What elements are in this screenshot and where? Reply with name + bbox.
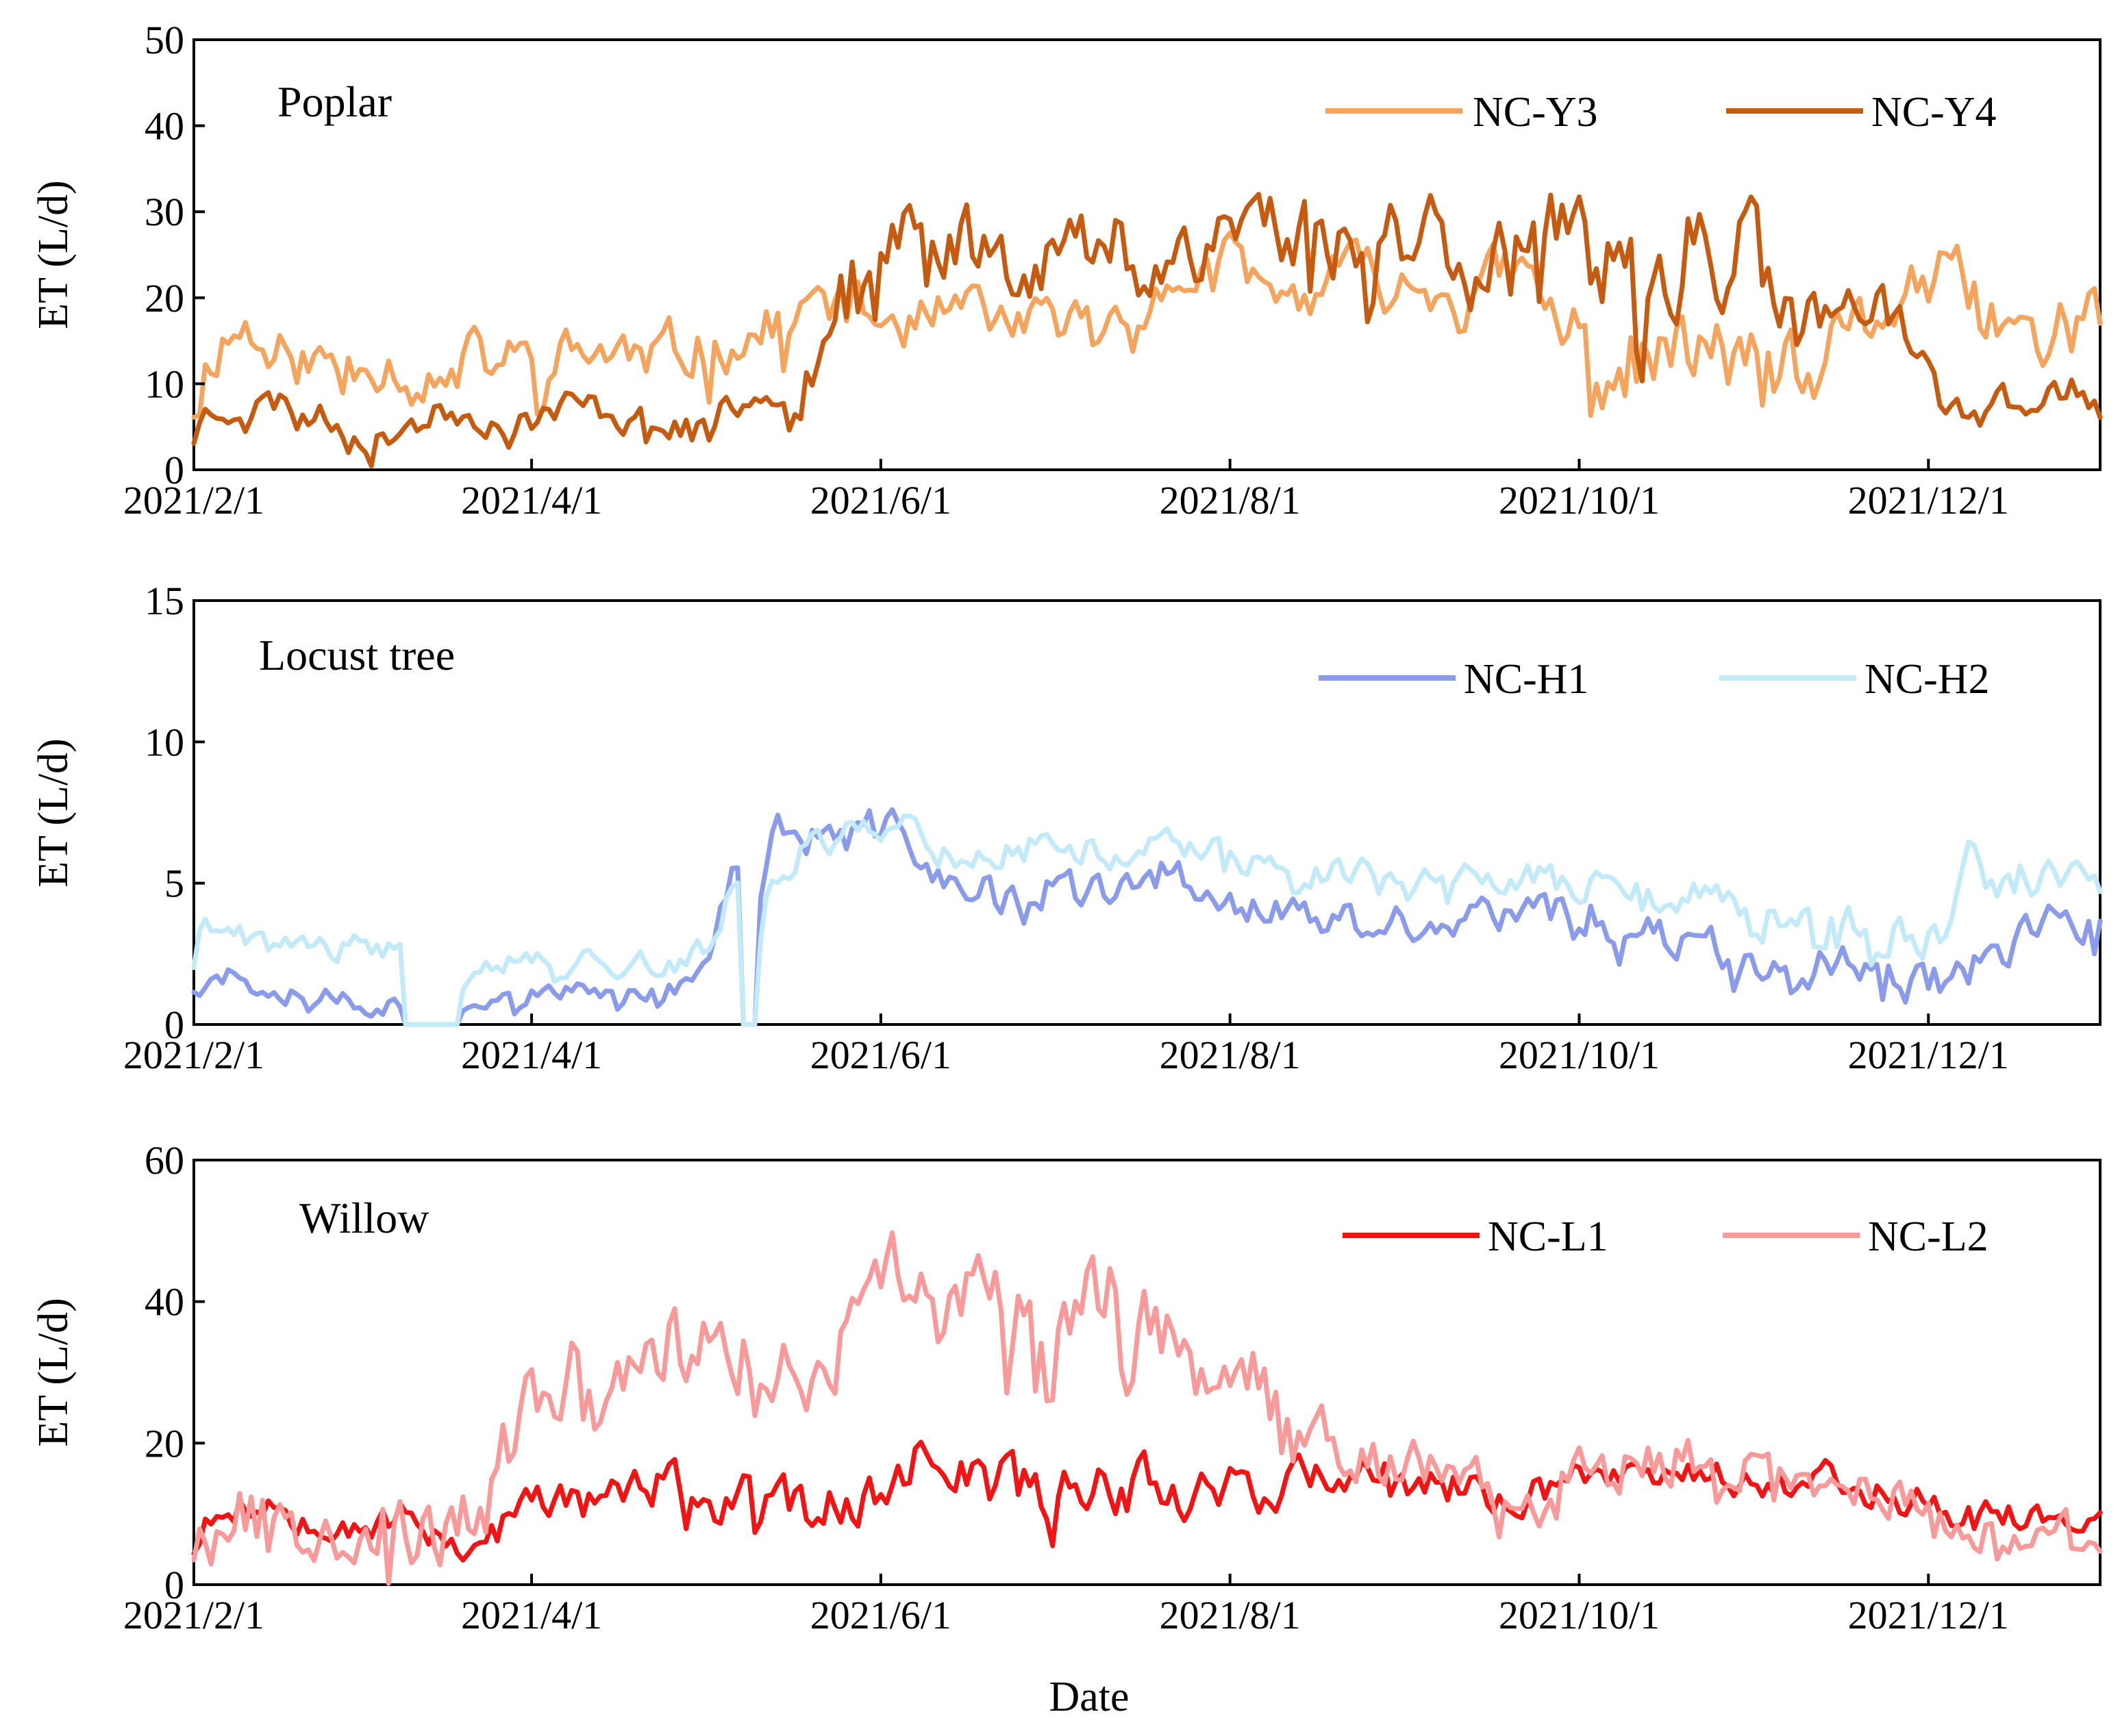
panel-poplar: 0 10 20 30 40 50 2021/2/1 2021/4/1 2021/6/1 2021/… [30, 18, 2103, 523]
x-tick-label: 2021/12/1 [1848, 1033, 2009, 1077]
x-tick-label: 2021/6/1 [810, 1593, 951, 1637]
legend-label-nc-l1: NC-L1 [1488, 1213, 1608, 1260]
panel-locust-tree: 0 5 10 15 2021/2/1 2021/4/1 2021/6/1 2021/8/1 20… [30, 579, 2103, 1077]
panel-title: Poplar [277, 77, 392, 126]
y-axis-title: ET (L/d) [30, 1298, 77, 1447]
series-line-nc-y3 [191, 230, 2103, 420]
series-layer [191, 807, 2103, 1027]
y-tick-label: 5 [164, 861, 184, 906]
y-tick-label: 50 [145, 18, 184, 62]
y-tick-label: 0 [164, 448, 184, 492]
series-layer [191, 192, 2103, 468]
y-tick-label: 0 [164, 1003, 184, 1047]
x-tick-label: 2021/6/1 [810, 1033, 951, 1077]
series-line-nc-h2 [191, 814, 2103, 1027]
y-tick-label: 10 [145, 720, 184, 764]
x-tick-label: 2021/12/1 [1848, 478, 2009, 523]
legend: NC-H1 NC-H2 [1319, 656, 1990, 703]
legend-label-nc-h2: NC-H2 [1865, 656, 1990, 703]
plot-frame [192, 599, 2102, 1026]
legend-label-nc-l2: NC-L2 [1868, 1213, 1988, 1260]
series-line-nc-y4 [191, 192, 2103, 468]
y-tick-label: 20 [145, 276, 184, 320]
x-tick-label: 2021/10/1 [1499, 1593, 1660, 1637]
x-tick-label: 2021/12/1 [1848, 1593, 2009, 1637]
y-tick-label: 40 [145, 104, 184, 149]
x-tick-label: 2021/4/1 [461, 1033, 602, 1077]
x-tick-label: 2021/2/1 [123, 1033, 264, 1077]
x-tick-label: 2021/2/1 [123, 1593, 264, 1637]
series-line-nc-l1 [191, 1439, 2103, 1563]
x-tick-label: 2021/4/1 [461, 1593, 602, 1637]
y-axis-title: ET (L/d) [30, 738, 77, 888]
ticks-layer: 0 10 20 30 40 50 2021/2/1 2021/4/1 2021/6/1 2021/… [123, 18, 2009, 523]
panel-title: Locust tree [259, 631, 455, 679]
series-layer [191, 1230, 2103, 1586]
plot-frame [192, 38, 2102, 471]
ticks-layer: 0 20 40 60 2021/2/1 2021/4/1 2021/6/1 2021/8/1 2… [123, 1138, 2009, 1637]
series-line-nc-h1 [191, 807, 2103, 1027]
y-axis-title: ET (L/d) [30, 180, 77, 329]
y-tick-label: 15 [145, 579, 184, 623]
legend: NC-L1 NC-L2 [1343, 1213, 1988, 1260]
ticks-layer: 0 5 10 15 2021/2/1 2021/4/1 2021/6/1 2021/8/1 20… [123, 579, 2009, 1077]
x-axis-title: Date [1049, 1674, 1129, 1720]
legend-label-nc-y4: NC-Y4 [1871, 89, 1997, 136]
y-tick-label: 60 [145, 1138, 184, 1183]
y-tick-label: 10 [145, 362, 184, 406]
y-tick-label: 0 [164, 1563, 184, 1607]
plot-frame [192, 1159, 2102, 1586]
x-tick-label: 2021/10/1 [1499, 1033, 1660, 1077]
x-tick-label: 2021/6/1 [810, 478, 951, 523]
x-tick-label: 2021/4/1 [461, 478, 602, 523]
x-tick-label: 2021/8/1 [1160, 478, 1301, 523]
y-tick-label: 20 [145, 1421, 184, 1465]
y-tick-label: 40 [145, 1280, 184, 1324]
x-tick-label: 2021/10/1 [1499, 478, 1660, 523]
legend-label-nc-h1: NC-H1 [1464, 656, 1589, 703]
legend: NC-Y3 NC-Y4 [1325, 89, 1997, 136]
x-tick-label: 2021/8/1 [1160, 1033, 1301, 1077]
x-tick-label: 2021/2/1 [123, 478, 264, 523]
legend-label-nc-y3: NC-Y3 [1473, 89, 1598, 136]
series-line-nc-l2 [191, 1230, 2103, 1586]
panel-willow: 0 20 40 60 2021/2/1 2021/4/1 2021/6/1 2021/8/1 2… [30, 1138, 2103, 1637]
x-tick-label: 2021/8/1 [1160, 1593, 1301, 1637]
panel-title: Willow [299, 1194, 429, 1242]
y-tick-label: 30 [145, 190, 184, 234]
